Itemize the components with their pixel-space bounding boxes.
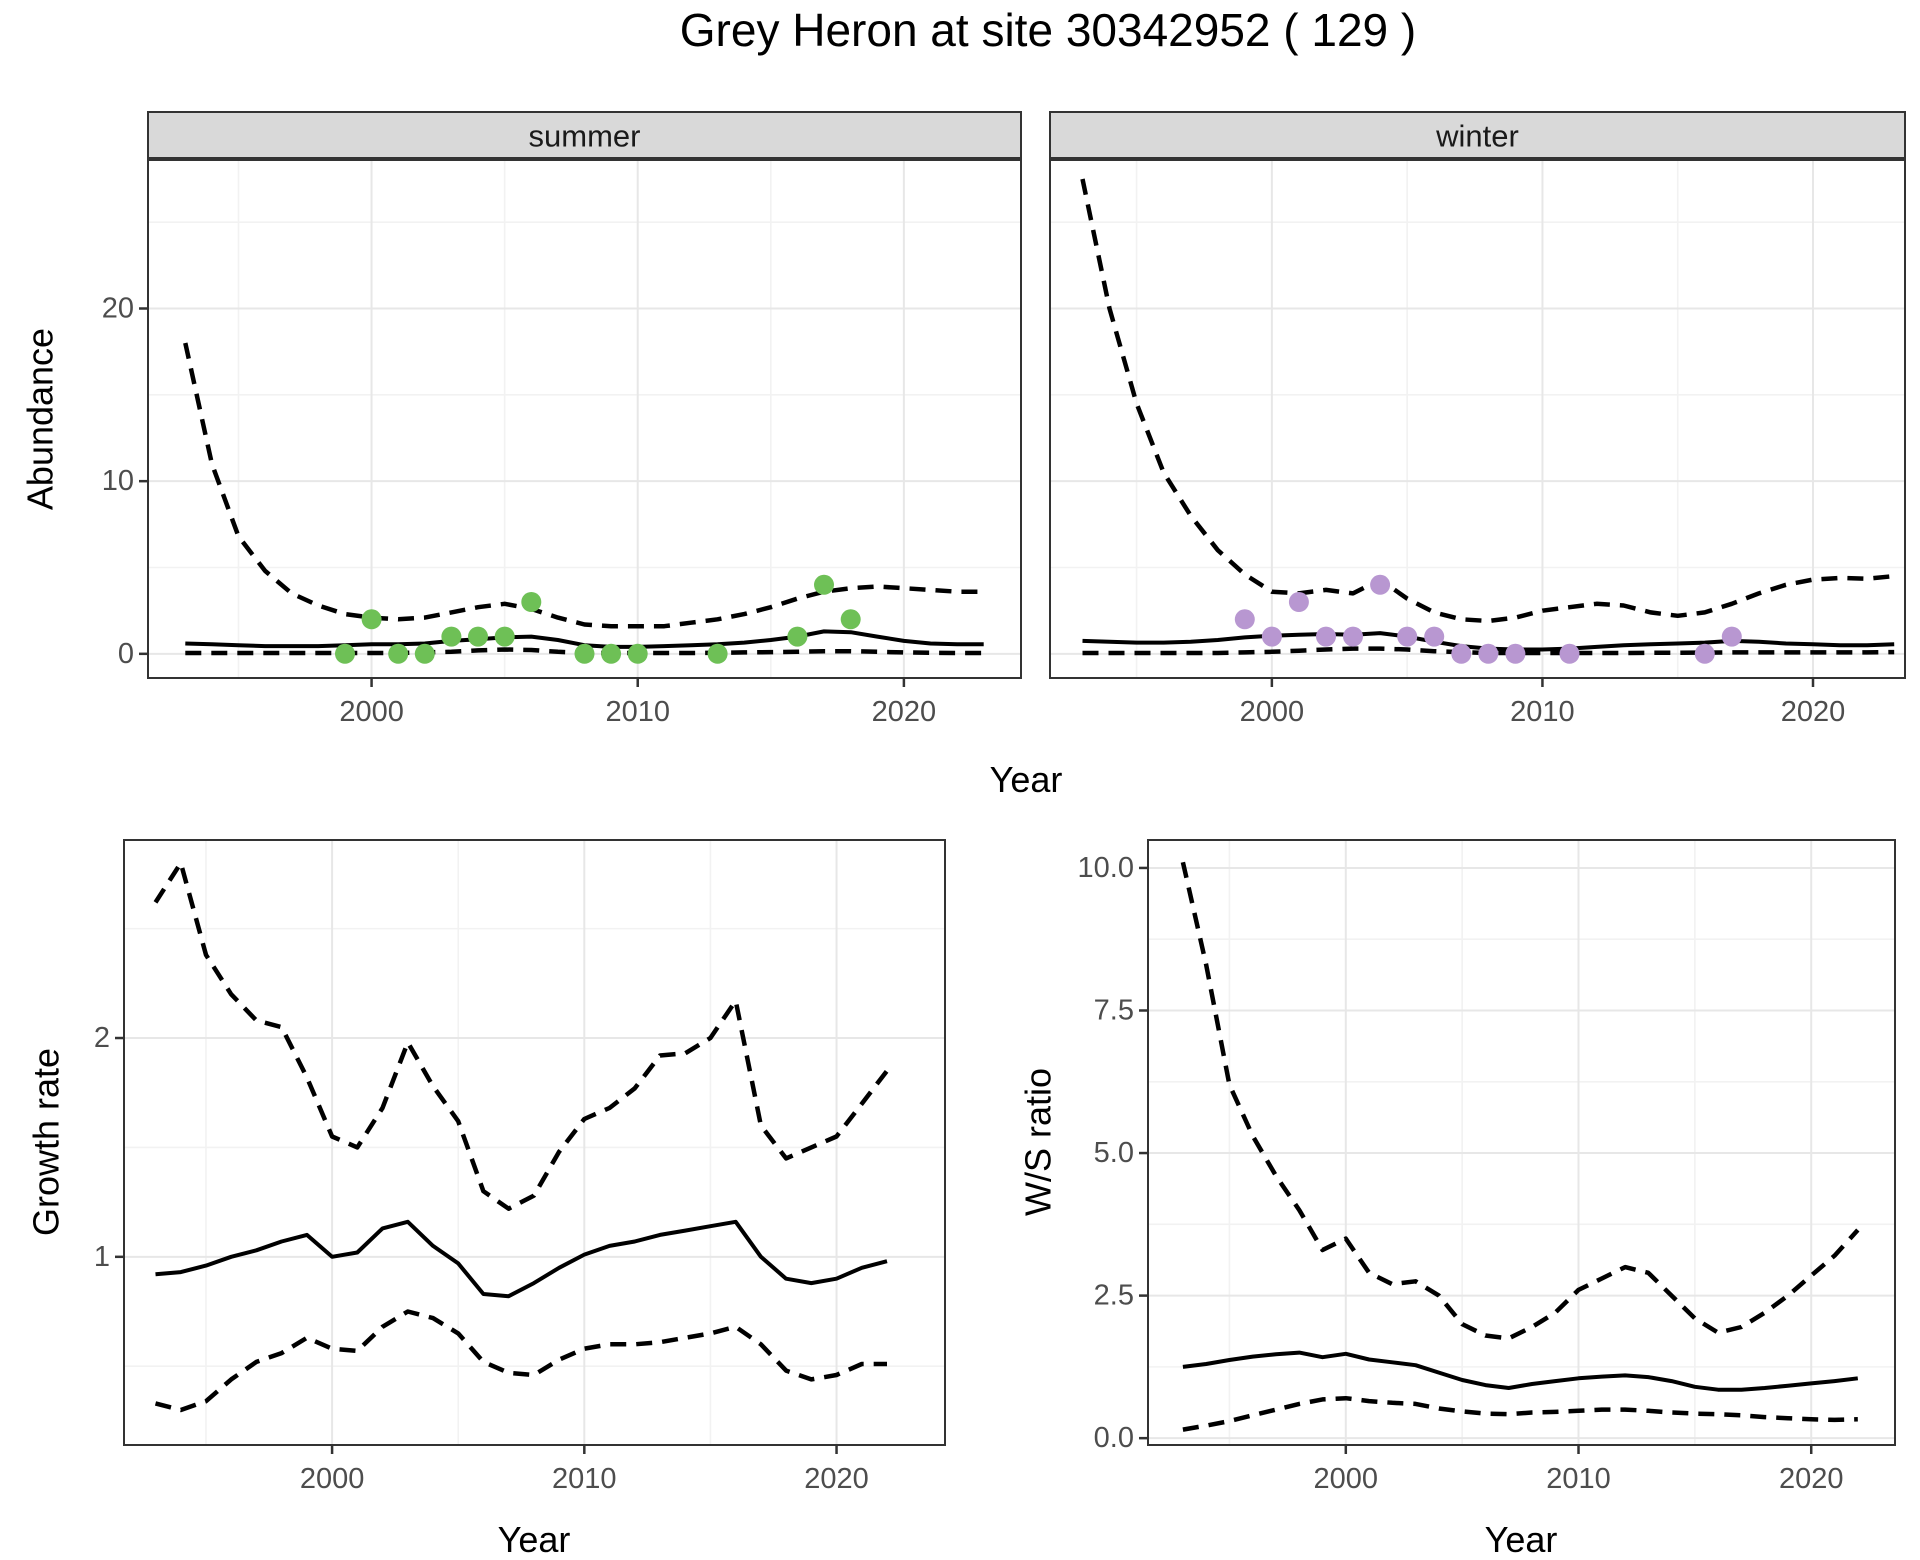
growth-rate-median-line: [155, 1219, 888, 1299]
panel-border: [123, 839, 946, 1446]
panel-abundance-summer: 2000 2010 2020 0 10 20 summer: [102, 111, 1022, 728]
x-tick-label: 2020: [804, 1463, 869, 1495]
panel-background: [1050, 160, 1905, 678]
abundance-winter-observation-point: [1234, 609, 1255, 630]
panel-background: [1148, 840, 1895, 1445]
abundance-winter-observation-point: [1694, 643, 1715, 664]
panel-growth-rate: 2000 2010 2020 1 2: [94, 839, 946, 1495]
y-tick-label: 2.5: [1094, 1280, 1134, 1312]
growth-rate-upper-ci-line: [153, 860, 889, 1211]
ws-ratio-median-line: [1182, 1350, 1859, 1392]
abundance-winter-observation-point: [1316, 626, 1336, 647]
abundance-winter-observation-point: [1559, 643, 1580, 664]
x-tick-label: 2020: [1781, 696, 1846, 728]
abundance-summer-upper-ci-line: [183, 342, 984, 629]
ws-ratio-upper-ci-line: [1180, 861, 1860, 1341]
y-tick-label: 0.0: [1094, 1422, 1134, 1454]
x-tick-label: 2000: [300, 1463, 365, 1495]
abundance-summer-observation-point: [388, 643, 409, 664]
y-tick-label: 10.0: [1078, 852, 1134, 884]
abundance-summer-observation-point: [574, 643, 595, 664]
x-tick-label: 2020: [1779, 1463, 1844, 1495]
abundance-summer-observation-point: [468, 626, 488, 647]
abundance-winter-observation-point: [1478, 643, 1499, 664]
x-tick-label: 2010: [552, 1463, 617, 1495]
abundance-summer-observation-point: [601, 643, 622, 664]
abundance-winter-upper-ci-line: [1080, 178, 1895, 624]
abundance-summer-observation-point: [441, 626, 462, 647]
abundance-summer-observation-point: [707, 643, 728, 664]
x-tick-label: 2000: [1240, 696, 1305, 728]
x-tick-label: 2010: [605, 696, 670, 728]
abundance-winter-observation-point: [1288, 592, 1309, 612]
abundance-summer-observation-point: [840, 609, 861, 630]
panel-ws-ratio: 2000 2010 2020 0.0 2.5 5.0 7.5 10.0: [1078, 839, 1896, 1495]
abundance-winter-observation-point: [1397, 626, 1418, 647]
y-tick-label: 2: [94, 1022, 110, 1054]
y-tick-label: 20: [102, 292, 134, 324]
x-tick-label: 2000: [1314, 1463, 1379, 1495]
axis-title-year_bottom_left: Year: [498, 1519, 571, 1560]
axis-title-growth_rate: Growth rate: [26, 1048, 67, 1236]
axis-title-ws_ratio: W/S ratio: [1018, 1068, 1059, 1216]
abundance-winter-observation-point: [1261, 626, 1282, 647]
abundance-summer-observation-point: [414, 643, 435, 664]
abundance-summer-observation-point: [521, 592, 542, 612]
facet-strip: [147, 111, 1022, 159]
panel-background: [124, 840, 945, 1445]
axis-title-abundance: Abundance: [20, 328, 61, 510]
x-tick-label: 2010: [1510, 696, 1575, 728]
y-tick-label: 1: [94, 1241, 110, 1273]
abundance-summer-observation-point: [494, 626, 515, 647]
abundance-winter-observation-point: [1721, 626, 1742, 647]
abundance-winter-observation-point: [1370, 574, 1391, 595]
facet-strip-label: winter: [1435, 119, 1519, 154]
x-tick-label: 2020: [872, 696, 937, 728]
panel-border: [1147, 839, 1896, 1446]
abundance-summer-observation-point: [335, 643, 355, 664]
facet-strip: [1049, 111, 1906, 159]
axis-title-year_top: Year: [990, 759, 1063, 800]
y-tick-label: 10: [102, 465, 134, 497]
y-tick-label: 0: [118, 638, 134, 670]
panel-abundance-winter: 2000 2010 2020 winter: [1049, 111, 1906, 728]
abundance-winter-observation-point: [1505, 643, 1526, 664]
growth-rate-lower-ci-line: [154, 1309, 887, 1413]
abundance-summer-observation-point: [814, 574, 834, 595]
panel-border: [1049, 159, 1906, 679]
facet-strip-label: summer: [529, 119, 641, 154]
panel-border: [147, 159, 1022, 679]
abundance-summer-observation-point: [787, 626, 808, 647]
abundance-winter-observation-point: [1451, 643, 1472, 664]
panel-background: [148, 160, 1021, 678]
axis-title-year_bottom_right: Year: [1485, 1519, 1558, 1560]
x-tick-label: 2010: [1546, 1463, 1611, 1495]
y-tick-label: 5.0: [1094, 1137, 1134, 1169]
y-tick-label: 7.5: [1094, 994, 1134, 1026]
x-tick-label: 2000: [339, 696, 404, 728]
abundance-winter-observation-point: [1424, 626, 1445, 647]
abundance-summer-observation-point: [361, 609, 382, 630]
ws-ratio-lower-ci-line: [1182, 1395, 1858, 1432]
abundance-summer-observation-point: [627, 643, 648, 664]
abundance-winter-observation-point: [1343, 626, 1363, 647]
chart-title: Grey Heron at site 30342952 ( 129 ): [679, 4, 1417, 56]
